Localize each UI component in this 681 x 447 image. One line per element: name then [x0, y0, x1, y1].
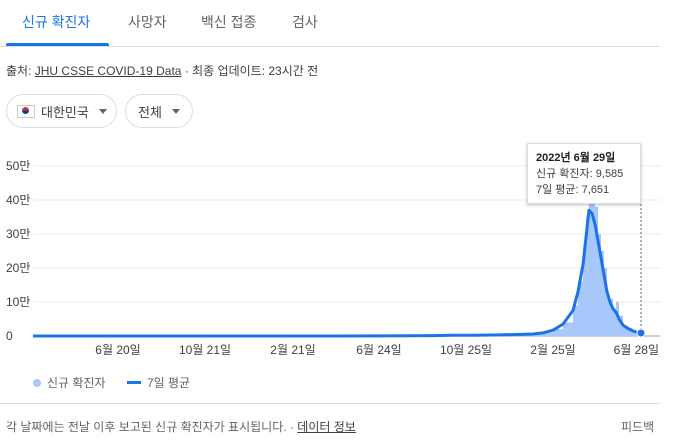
y-tick-label: 0: [6, 329, 13, 343]
tooltip-date: 2022년 6월 29일: [536, 152, 616, 164]
source-prefix: 출처:: [6, 64, 35, 78]
case-bar: [607, 295, 610, 336]
data-info-link[interactable]: 데이터 정보: [297, 420, 356, 434]
x-tick-label: 10월 21일: [179, 343, 231, 357]
country-label: 대한민국: [41, 104, 89, 120]
legend-cases: 신규 확진자: [33, 374, 106, 391]
tab-vaccinations[interactable]: 백신 접종: [201, 14, 257, 30]
case-bar: [589, 169, 592, 336]
tab-new-cases[interactable]: 신규 확진자: [22, 14, 91, 30]
case-bar: [583, 251, 586, 336]
y-tick-label: 40만: [6, 193, 30, 207]
tab-testing[interactable]: 검사: [292, 14, 318, 30]
case-bar: [613, 308, 616, 336]
case-bar: [563, 322, 573, 336]
dropdown-arrow-icon: [171, 108, 180, 114]
tooltip-avg: 7일 평균: 7,651: [536, 184, 610, 196]
case-bar: [595, 206, 598, 336]
case-bar: [578, 281, 583, 336]
x-tick-label: 6월 20일: [95, 343, 140, 357]
x-tick-label: 2월 21일: [270, 343, 315, 357]
case-bar: [633, 330, 638, 336]
case-bar: [592, 200, 595, 336]
case-bar: [586, 217, 589, 336]
dropdown-arrow-icon: [98, 108, 107, 114]
case-bar: [598, 234, 601, 336]
tab-deaths[interactable]: 사망자: [128, 14, 167, 30]
case-bar: [623, 325, 628, 336]
case-bar: [604, 268, 607, 336]
active-tab-indicator: [6, 43, 109, 46]
case-bar: [573, 305, 578, 336]
y-tick-label: 10만: [6, 295, 30, 309]
legend-avg: 7일 평균: [127, 374, 190, 391]
separator: ·: [289, 420, 298, 434]
case-bar: [619, 315, 623, 336]
y-tick-label: 30만: [6, 227, 30, 241]
x-tick-label: 2월 25일: [530, 343, 575, 357]
range-label: 전체: [138, 104, 162, 120]
legend-line-icon: [127, 381, 141, 384]
tooltip-cases: 신규 확진자: 9,585: [536, 168, 624, 180]
source-link[interactable]: JHU CSSE COVID-19 Data: [34, 64, 182, 78]
case-bar: [553, 329, 563, 336]
tab-bar: 신규 확진자 사망자 백신 접종 검사: [0, 0, 660, 47]
case-bar: [543, 332, 553, 336]
footer-note-text: 각 날짜에는 전날 이후 보고된 신규 확진자가 표시됩니다.: [6, 420, 287, 434]
legend-dot-icon: [33, 378, 41, 387]
y-tick-label: 20만: [6, 261, 30, 275]
footer-note: 각 날짜에는 전날 이후 보고된 신규 확진자가 표시됩니다. · 데이터 정보: [6, 418, 356, 435]
hover-point: [636, 328, 646, 338]
x-tick-label: 6월 24일: [356, 343, 401, 357]
chart-tooltip: 2022년 6월 29일 신규 확진자: 9,585 7일 평균: 7,651: [527, 143, 641, 204]
legend-avg-label: 7일 평균: [147, 376, 191, 390]
case-bar: [601, 251, 604, 336]
x-tick-label: 10월 25일: [440, 343, 492, 357]
series-line-7day-avg: [33, 208, 642, 338]
x-tick-label: 6월 28일: [614, 343, 659, 357]
footer-divider: [0, 403, 660, 404]
case-bar: [610, 298, 613, 336]
source-line: 출처: JHU CSSE COVID-19 Data · 최종 업데이트: 23…: [6, 62, 318, 79]
korea-flag-icon: [17, 104, 35, 118]
legend-cases-label: 신규 확진자: [47, 376, 106, 390]
y-tick-label: 50만: [6, 159, 30, 173]
case-bar: [628, 329, 633, 336]
feedback-link[interactable]: 피드백: [621, 420, 655, 434]
country-dropdown[interactable]: 대한민국: [6, 94, 117, 128]
range-dropdown[interactable]: 전체: [125, 94, 193, 128]
last-updated: · 최종 업데이트: 23시간 전: [181, 64, 319, 78]
